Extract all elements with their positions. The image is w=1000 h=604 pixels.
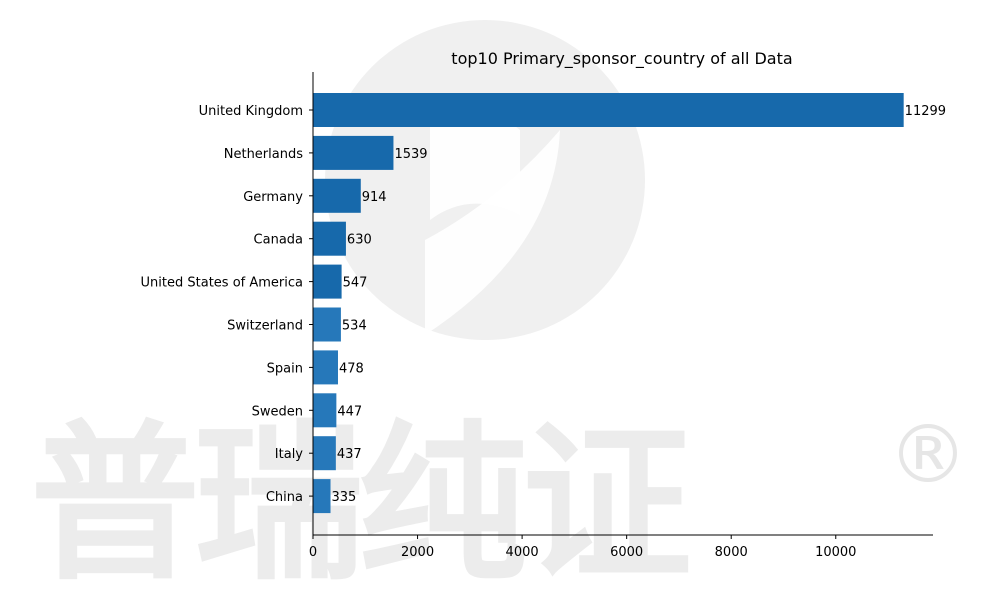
bar-italy [313,436,336,471]
value-label: 478 [339,361,364,376]
bar-switzerland [313,307,341,342]
bar-spain [313,350,338,385]
y-tick-label: Sweden [252,404,303,419]
x-tick-label: 2000 [401,545,434,560]
bar-united-states-of-america [313,264,342,299]
y-tick-label: Netherlands [224,147,303,162]
x-tick-label: 10000 [815,545,856,560]
bar-china [313,479,331,514]
x-axis: 0 2000 4000 6000 8000 10000 [309,535,856,560]
value-label: 534 [342,319,367,334]
bar-united-kingdom [313,93,904,127]
y-tick-label: Spain [267,361,303,376]
bar-sweden [313,393,337,428]
value-label: 447 [337,404,362,419]
bar-canada [313,221,346,256]
value-labels: 11299 1539 914 630 547 534 478 447 437 335 [332,104,947,505]
x-tick-label: 0 [309,545,317,560]
bar-netherlands [313,135,394,170]
y-tick-label: United States of America [141,276,303,291]
x-tick-label: 8000 [715,545,748,560]
bar-germany [313,178,361,213]
y-tick-labels: United Kingdom Netherlands Germany Canada Un… [141,104,313,505]
value-label: 437 [337,447,362,462]
y-tick-label: Germany [243,190,303,205]
x-tick-label: 6000 [610,545,643,560]
value-label: 547 [343,276,368,291]
chart-title: top10 Primary_sponsor_country of all Dat… [451,49,792,69]
value-label: 1539 [394,147,427,162]
y-tick-label: China [266,490,303,505]
y-tick-label: Switzerland [227,319,303,334]
value-label: 335 [332,490,357,505]
y-tick-label: Canada [254,233,303,248]
x-tick-label: 4000 [506,545,539,560]
value-label: 630 [347,233,372,248]
watermark-text: 普瑞纯证 [30,406,692,604]
y-tick-label: United Kingdom [199,104,303,119]
bars-group [313,93,904,514]
value-label: 11299 [905,104,946,119]
watermark-registered-mark: ® [888,408,968,501]
value-label: 914 [362,190,387,205]
y-tick-label: Italy [275,447,304,462]
